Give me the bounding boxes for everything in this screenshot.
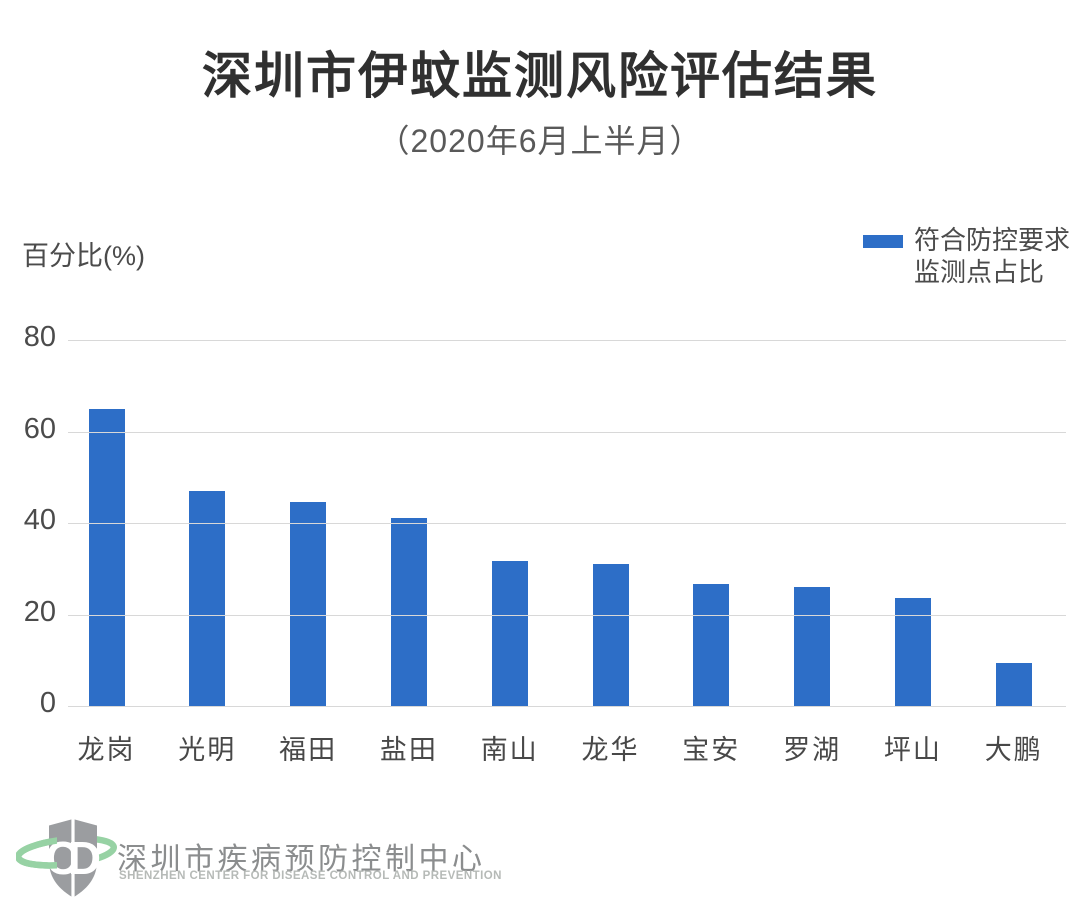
y-axis-tick-label: 0	[39, 687, 56, 719]
bar	[189, 490, 226, 706]
footer: C D 深圳市疾病预防控制中心 SHENZHEN CENTER FOR DISE…	[0, 810, 1080, 924]
bar	[390, 518, 427, 706]
x-axis-label: 福田	[279, 735, 338, 765]
y-axis-tick-label: 40	[23, 504, 56, 536]
gridline	[68, 706, 1066, 707]
y-axis-tick-label: 20	[23, 595, 56, 628]
x-axis-label: 盐田	[379, 735, 438, 765]
bar	[995, 662, 1032, 706]
x-axis-label: 光明	[178, 735, 237, 765]
legend-label-line2: 监测点占比	[914, 257, 1045, 287]
y-axis-tick-label: 80	[23, 321, 56, 353]
x-axis-label: 大鹏	[984, 735, 1043, 765]
footer-org-name-cn: 深圳市疾病预防控制中心	[117, 843, 486, 876]
gridline	[68, 431, 1066, 433]
x-axis-label: 南山	[480, 735, 539, 765]
x-axis-label: 宝安	[682, 735, 741, 765]
bar	[592, 563, 629, 706]
bar	[491, 560, 528, 706]
x-axis-label: 龙岗	[77, 735, 136, 765]
y-axis-unit-label: 百分比(%)	[22, 241, 145, 271]
footer-org-name-en: SHENZHEN CENTER FOR DISEASE CONTROL AND …	[119, 870, 502, 882]
bar	[894, 598, 931, 706]
legend-label-line1: 符合防控要求	[914, 225, 1071, 255]
legend-label: 符合防控要求 监测点占比	[914, 224, 1080, 288]
page-title: 深圳市伊蚊监测风险评估结果	[202, 48, 878, 104]
gridline	[68, 523, 1066, 524]
x-axis-label: 龙华	[581, 735, 640, 765]
bar	[794, 587, 831, 706]
bar	[290, 501, 327, 706]
gridline	[68, 614, 1066, 616]
logo-letter-d: D	[68, 832, 101, 884]
x-axis-label: 坪山	[883, 735, 942, 765]
x-axis-label: 罗湖	[783, 735, 842, 765]
y-axis-tick-label: 60	[23, 412, 56, 445]
bar	[693, 583, 730, 706]
bar	[88, 408, 125, 706]
page-subtitle: （2020年6月上半月）	[377, 123, 703, 159]
cdc-shield-logo-icon: C D	[16, 819, 118, 898]
gridline	[68, 340, 1066, 341]
legend-swatch	[863, 235, 903, 248]
